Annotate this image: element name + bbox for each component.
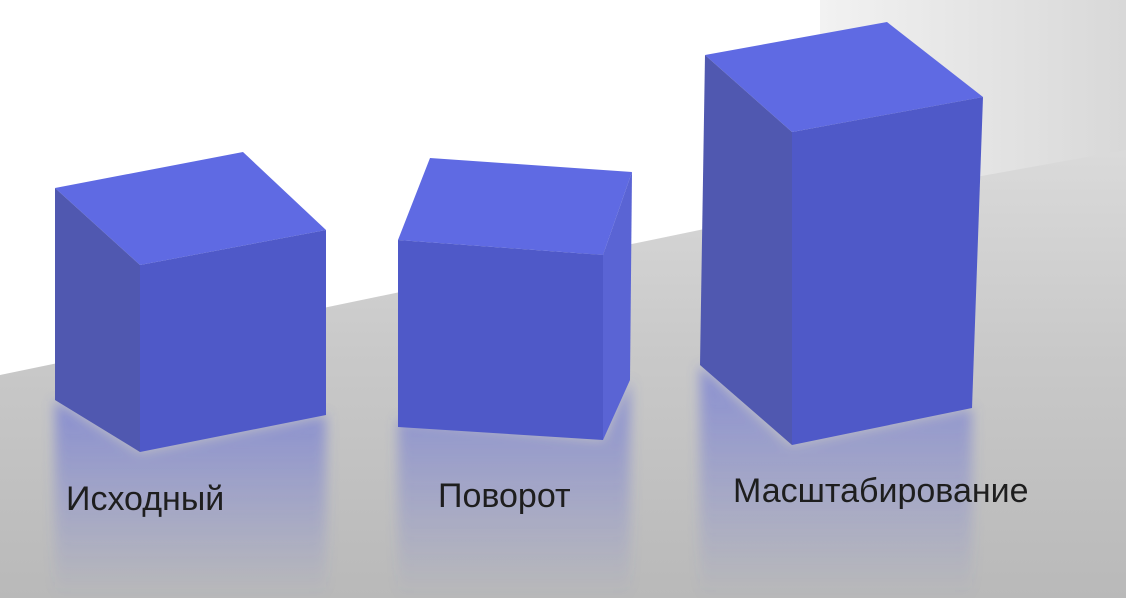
cube-scaling-left — [700, 55, 792, 445]
reflection-scaling — [700, 365, 972, 598]
reflections — [55, 365, 972, 598]
cube-original-front — [140, 230, 326, 452]
cube-scaling-front — [792, 97, 983, 445]
cube-original-top — [55, 152, 326, 265]
cube-scaling — [700, 22, 983, 445]
cube-rotation — [398, 158, 632, 440]
cube-rotation-front — [398, 240, 603, 440]
label-scaling: Масштабирование — [733, 472, 1029, 510]
reflection-original — [55, 400, 326, 598]
label-original: Исходный — [66, 480, 225, 518]
cube-rotation-side — [603, 172, 632, 440]
cube-original — [55, 152, 326, 452]
cube-scaling-top — [705, 22, 983, 132]
reflection-rotation — [398, 380, 630, 598]
label-rotation: Поворот — [438, 477, 571, 515]
cube-rotation-top — [398, 158, 632, 255]
cube-original-left — [55, 188, 140, 452]
